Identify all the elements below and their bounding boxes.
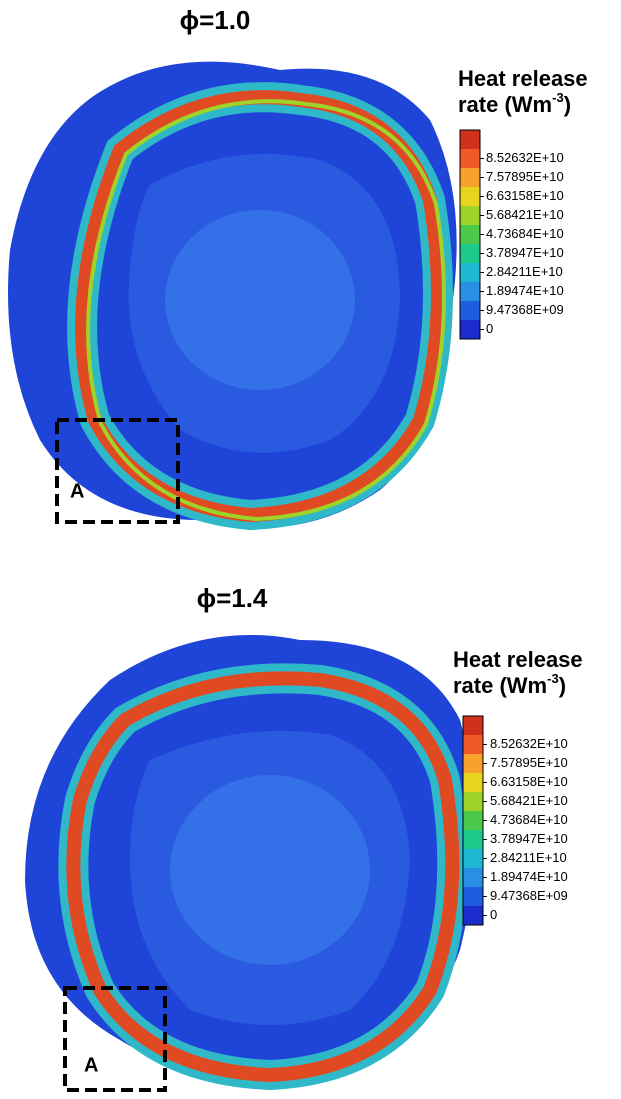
colorbar-cell bbox=[460, 225, 480, 245]
legend-title: rate (Wm-3) bbox=[453, 671, 566, 698]
colorbar-cell bbox=[463, 716, 483, 736]
flame-render bbox=[25, 635, 475, 1091]
legend-title-part: rate (Wm bbox=[458, 92, 552, 117]
legend-title: Heat release bbox=[458, 66, 588, 91]
legend-label: 9.47368E+09 bbox=[486, 302, 564, 317]
colorbar-cell bbox=[463, 849, 483, 869]
colorbar-cell bbox=[460, 320, 480, 340]
legend-title-part: -3 bbox=[552, 90, 564, 105]
colorbar-cell bbox=[463, 887, 483, 907]
legend-label: 4.73684E+10 bbox=[490, 812, 568, 827]
panel-title: ϕ=1.0 bbox=[180, 5, 251, 35]
legend-label: 1.89474E+10 bbox=[490, 869, 568, 884]
colorbar-cell bbox=[460, 263, 480, 283]
colorbar-cell bbox=[460, 149, 480, 169]
legend-label: 6.63158E+10 bbox=[486, 188, 564, 203]
legend-label: 3.78947E+10 bbox=[486, 245, 564, 260]
colorbar-cell bbox=[460, 187, 480, 207]
colorbar-cell bbox=[460, 301, 480, 321]
colorbar-cell bbox=[463, 906, 483, 926]
colorbar-cell bbox=[463, 735, 483, 755]
legend-title: rate (Wm-3) bbox=[458, 90, 571, 117]
colorbar-cell bbox=[463, 830, 483, 850]
colorbar-cell bbox=[463, 773, 483, 793]
colorbar-cell bbox=[460, 282, 480, 302]
colorbar-cell bbox=[463, 868, 483, 888]
legend-label: 8.52632E+10 bbox=[490, 736, 568, 751]
colorbar-cell bbox=[463, 792, 483, 812]
colorbar-cell bbox=[460, 130, 480, 150]
legend-label: 8.52632E+10 bbox=[486, 150, 564, 165]
legend-label: 9.47368E+09 bbox=[490, 888, 568, 903]
legend-label: 0 bbox=[486, 321, 493, 336]
colorbar-cell bbox=[463, 811, 483, 831]
legend-label: 6.63158E+10 bbox=[490, 774, 568, 789]
panel-title: ϕ=1.4 bbox=[197, 583, 268, 613]
legend-label: 7.57895E+10 bbox=[486, 169, 564, 184]
inset-box bbox=[63, 986, 167, 1092]
legend-label: 5.68421E+10 bbox=[486, 207, 564, 222]
colorbar-cell bbox=[460, 206, 480, 226]
legend-title: Heat release bbox=[453, 647, 583, 672]
legend-label: 5.68421E+10 bbox=[490, 793, 568, 808]
colorbar-cell bbox=[460, 244, 480, 264]
legend-label: 4.73684E+10 bbox=[486, 226, 564, 241]
inset-label: A bbox=[70, 480, 84, 502]
colorbar-cell bbox=[463, 754, 483, 774]
legend-title-part: -3 bbox=[547, 671, 559, 686]
legend-title-part: ) bbox=[564, 92, 571, 117]
inset-box bbox=[55, 418, 180, 524]
colorbar-cell bbox=[460, 168, 480, 188]
legend-label: 0 bbox=[490, 907, 497, 922]
legend-label: 7.57895E+10 bbox=[490, 755, 568, 770]
inset-label: A bbox=[84, 1054, 98, 1076]
legend-label: 1.89474E+10 bbox=[486, 283, 564, 298]
flame-render bbox=[8, 61, 457, 531]
legend-label: 2.84211E+10 bbox=[490, 850, 567, 865]
legend-label: 3.78947E+10 bbox=[490, 831, 568, 846]
legend-title-part: rate (Wm bbox=[453, 673, 547, 698]
legend-label: 2.84211E+10 bbox=[486, 264, 563, 279]
legend-title-part: ) bbox=[559, 673, 566, 698]
